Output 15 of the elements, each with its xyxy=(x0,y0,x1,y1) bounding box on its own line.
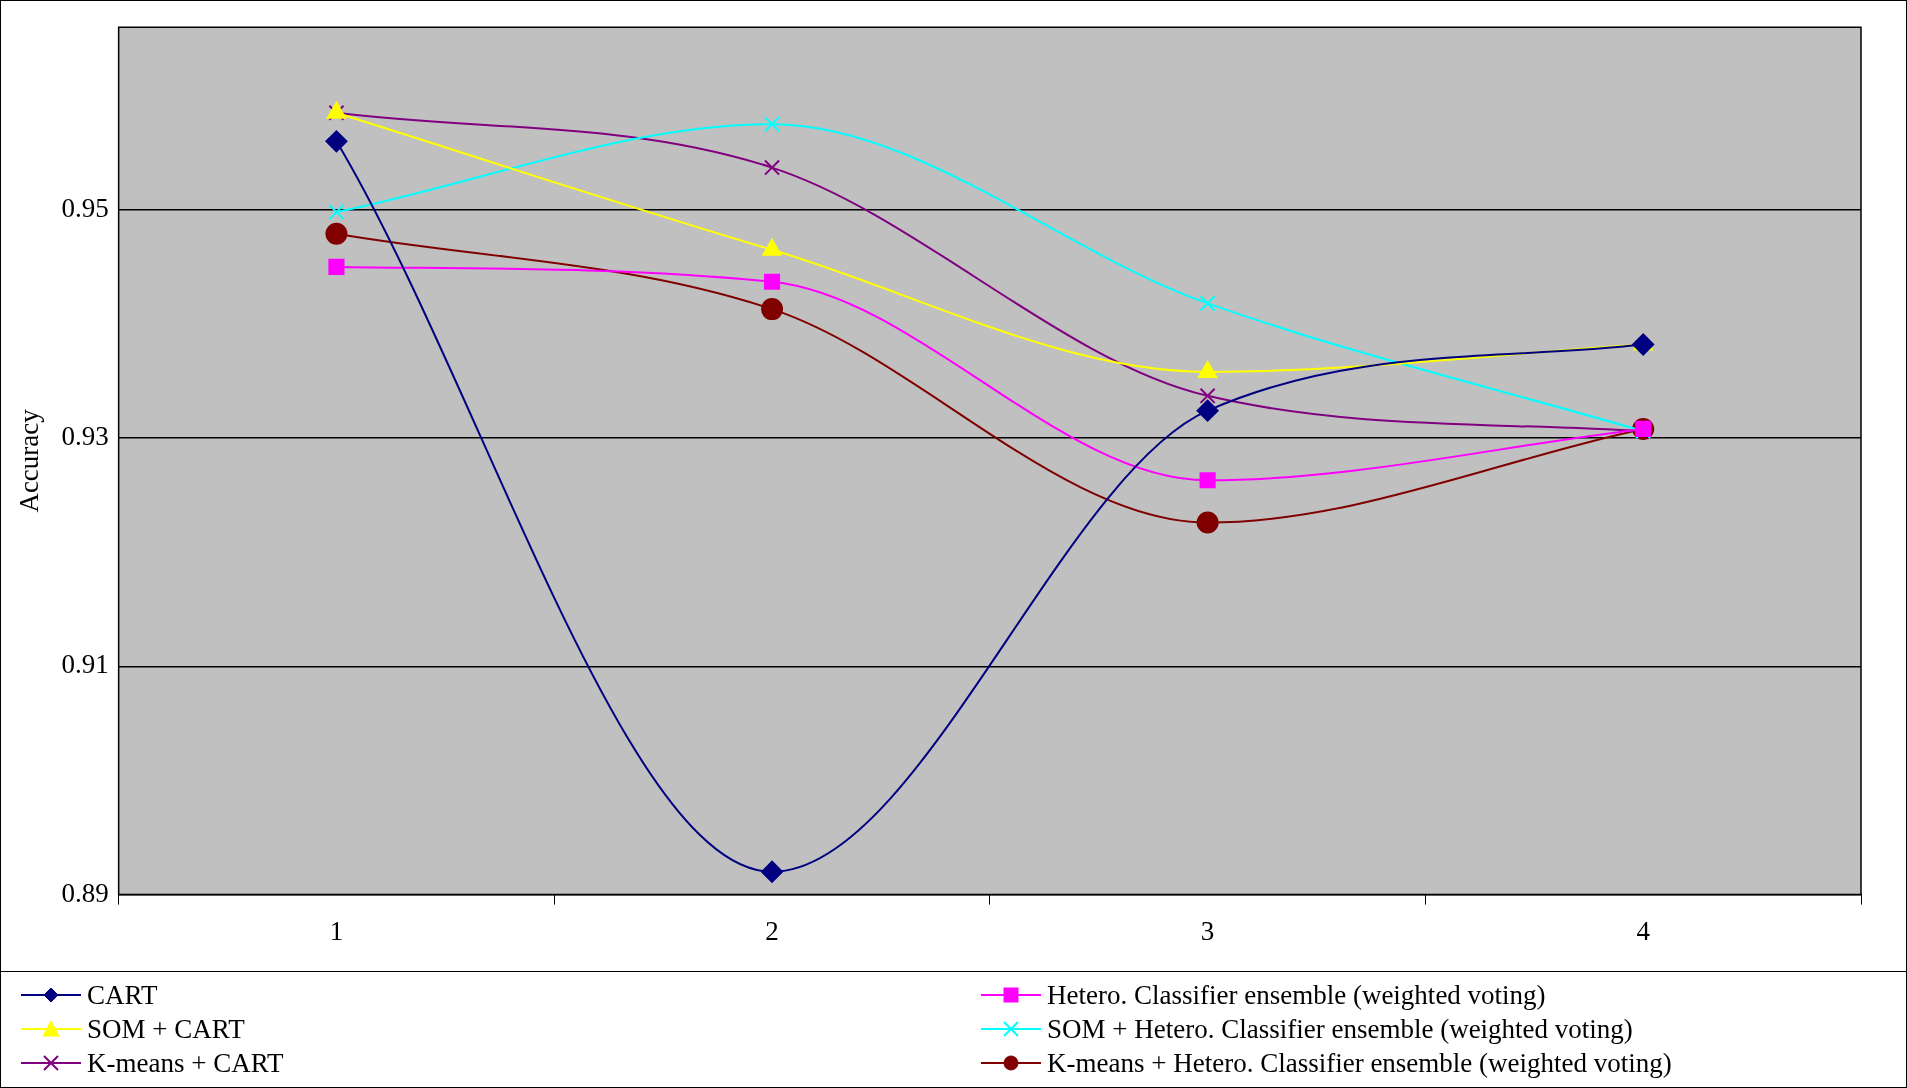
y-tick-label: 0.93 xyxy=(61,421,109,452)
y-tick-label: 0.91 xyxy=(61,649,109,680)
y-axis-title: Accuracy xyxy=(14,408,45,513)
legend-label: SOM + Hetero. Classifier ensemble (weighted voting) xyxy=(1047,1013,1633,1045)
x-tick-label: 1 xyxy=(329,915,344,946)
legend-label: CART xyxy=(87,979,158,1011)
x-tick-label: 3 xyxy=(1200,915,1215,946)
legend-label: SOM + CART xyxy=(87,1013,245,1045)
legend-label: K-means + Hetero. Classifier ensemble (weighted voting) xyxy=(1047,1047,1672,1079)
legend-label: Hetero. Classifier ensemble (weighted voting) xyxy=(1047,979,1546,1011)
x-tick-label: 2 xyxy=(765,915,779,946)
x-tick-label: 4 xyxy=(1636,915,1651,946)
y-tick-label: 0.95 xyxy=(61,192,109,223)
legend-label: K-means + CART xyxy=(87,1047,284,1079)
y-tick-label: 0.89 xyxy=(61,877,109,908)
